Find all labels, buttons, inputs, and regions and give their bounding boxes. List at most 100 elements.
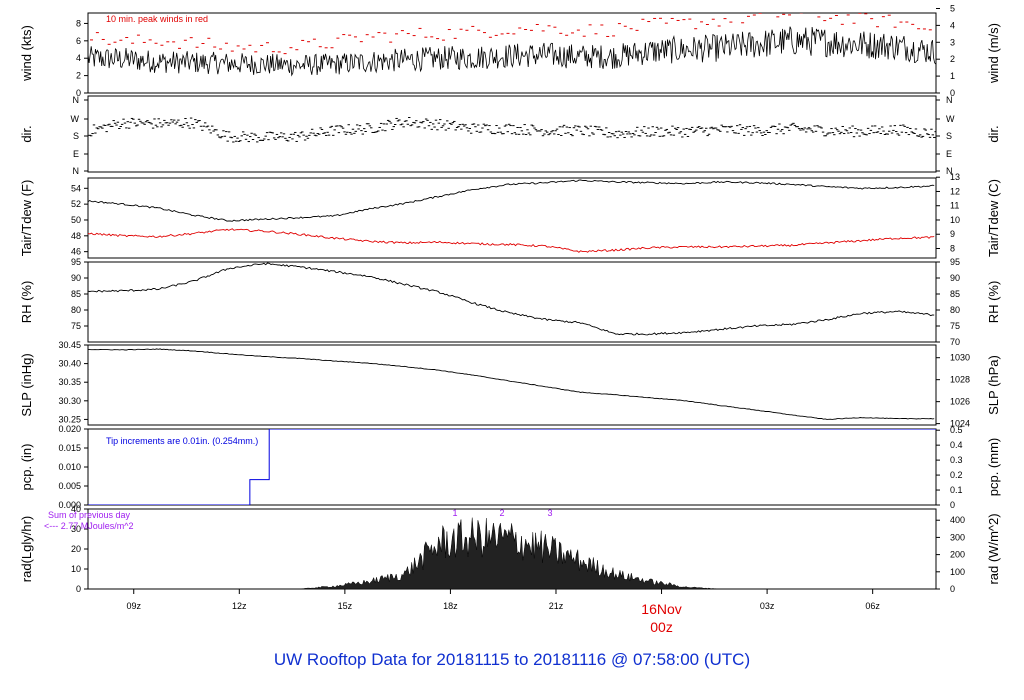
tick-label-left: 30.30 — [58, 396, 81, 406]
tick-label-left: 8 — [76, 18, 81, 28]
x-tick-label: 21z — [549, 601, 564, 611]
plot-area — [88, 517, 936, 589]
tick-label-right: 0.5 — [950, 425, 963, 435]
tick-label-left: W — [71, 114, 80, 124]
panel-frame — [87, 95, 937, 173]
tick-label-right: 4 — [950, 20, 955, 30]
tick-label-right: N — [946, 95, 953, 105]
tick-label-left: 30.40 — [58, 359, 81, 369]
tick-label-right: 70 — [950, 337, 960, 347]
panel-frame — [87, 177, 937, 259]
tick-label-right: 0.3 — [950, 455, 963, 465]
tick-label-right: 0.1 — [950, 485, 963, 495]
tick-label-right: 80 — [950, 305, 960, 315]
ylabel-right: rad (W/m^2) — [986, 513, 1001, 584]
tick-label-right: 1028 — [950, 375, 970, 385]
tick-label-right: 90 — [950, 273, 960, 283]
plot-area — [88, 429, 936, 505]
x-axis: 09z 12z 15z 18z 21z 03z 06z 16Nov 00z — [126, 589, 880, 635]
tick-label-left: 52 — [71, 199, 81, 209]
tick-label-left: E — [73, 149, 79, 159]
ylabel-left: pcp. (in) — [19, 444, 34, 491]
tick-label-left: 40 — [71, 504, 81, 514]
x-tick-label: 12z — [232, 601, 247, 611]
tick-label-right: N — [946, 166, 953, 176]
plot-area — [88, 179, 935, 253]
panel-frame — [87, 344, 937, 426]
ylabel-left: Tair/Tdew (F) — [19, 180, 34, 257]
panel-wind: wind (kts) wind (m/s) 0 2 4 6 8 0 1 2 3 4 5 10 min. p… — [19, 3, 1001, 98]
tick-label-left: 95 — [71, 257, 81, 267]
wind-annotation: 10 min. peak winds in red — [106, 14, 208, 24]
tick-label-left: 30.45 — [58, 340, 81, 350]
tick-label-right: 9 — [950, 229, 955, 239]
rad-marker: 1 — [452, 508, 457, 518]
pcp-line — [88, 429, 936, 505]
x-date-tick-label: 00z — [650, 619, 673, 635]
rad-annotation-2: <--- 2.77 MJoules/m^2 — [44, 521, 134, 531]
tick-label-right: 0 — [950, 88, 955, 98]
panel-frame — [87, 12, 937, 94]
rad-marker: 3 — [547, 508, 552, 518]
tick-label-left: 0.000 — [58, 500, 81, 510]
x-date-label: 16Nov — [641, 601, 681, 617]
x-tick-label: 06z — [865, 601, 880, 611]
tick-label-right: 0 — [950, 584, 955, 594]
rad-annotation-1: Sum of previous day — [48, 510, 131, 520]
tick-label-left: 30.25 — [58, 414, 81, 424]
tick-label-left: 30 — [71, 524, 81, 534]
rad-area — [88, 517, 936, 589]
tick-label-left: 4 — [76, 53, 81, 63]
slp-line — [88, 348, 935, 420]
tick-label-right: 85 — [950, 289, 960, 299]
tick-label-right: 0 — [950, 500, 955, 510]
tick-label-right: 0.4 — [950, 440, 963, 450]
tick-label-right: S — [946, 131, 952, 141]
ylabel-right: Tair/Tdew (C) — [986, 179, 1001, 257]
ylabel-left: rad(Lgly/hr) — [19, 516, 34, 582]
wind-speed-line — [88, 26, 936, 77]
plot-area — [88, 348, 935, 420]
x-tick-label: 18z — [443, 601, 458, 611]
tick-label-right: 12 — [950, 186, 960, 196]
tick-label-right: 8 — [950, 243, 955, 253]
tick-label-right: W — [946, 114, 955, 124]
panel-temp: Tair/Tdew (F) Tair/Tdew (C) 46 48 50 52 54 8 9 10… — [19, 172, 1001, 259]
ylabel-left: wind (kts) — [19, 25, 34, 82]
tick-label-right: E — [946, 149, 952, 159]
tick-label-left: 75 — [71, 321, 81, 331]
tick-label-left: S — [73, 131, 79, 141]
tick-label-left: 6 — [76, 36, 81, 46]
tick-label-left: 85 — [71, 289, 81, 299]
tick-label-right: 1026 — [950, 397, 970, 407]
tair-line — [88, 179, 935, 222]
x-tick-label: 03z — [760, 601, 775, 611]
tick-label-left: 0.005 — [58, 481, 81, 491]
ylabel-right: dir. — [986, 125, 1001, 142]
panel-rh: RH (%) RH (%) 75 80 85 90 95 70 75 80 85 90 95 — [19, 257, 1001, 347]
tick-label-right: 1024 — [950, 419, 970, 429]
tick-label-right: 13 — [950, 172, 960, 182]
tick-label-left: 90 — [71, 273, 81, 283]
tick-label-right: 5 — [950, 3, 955, 13]
tick-label-right: 95 — [950, 257, 960, 267]
tick-label-left: 0.015 — [58, 443, 81, 453]
tick-label-right: 400 — [950, 515, 965, 525]
tick-label-left: 20 — [71, 544, 81, 554]
pcp-annotation: Tip increments are 0.01in. (0.254mm.) — [106, 436, 258, 446]
panel-frame — [87, 261, 937, 343]
ylabel-right: pcp. (mm) — [986, 438, 1001, 497]
plot-area — [88, 262, 935, 336]
tick-label-right: 3 — [950, 37, 955, 47]
tick-label-left: N — [73, 95, 80, 105]
x-tick-label: 09z — [126, 601, 141, 611]
tick-label-right: 200 — [950, 550, 965, 560]
tick-label-left: 0 — [76, 584, 81, 594]
tick-label-left: 48 — [71, 231, 81, 241]
tick-label-left: 54 — [71, 183, 81, 193]
plot-area — [88, 117, 936, 143]
tick-label-right: 10 — [950, 215, 960, 225]
tick-label-left: 0.020 — [58, 424, 81, 434]
